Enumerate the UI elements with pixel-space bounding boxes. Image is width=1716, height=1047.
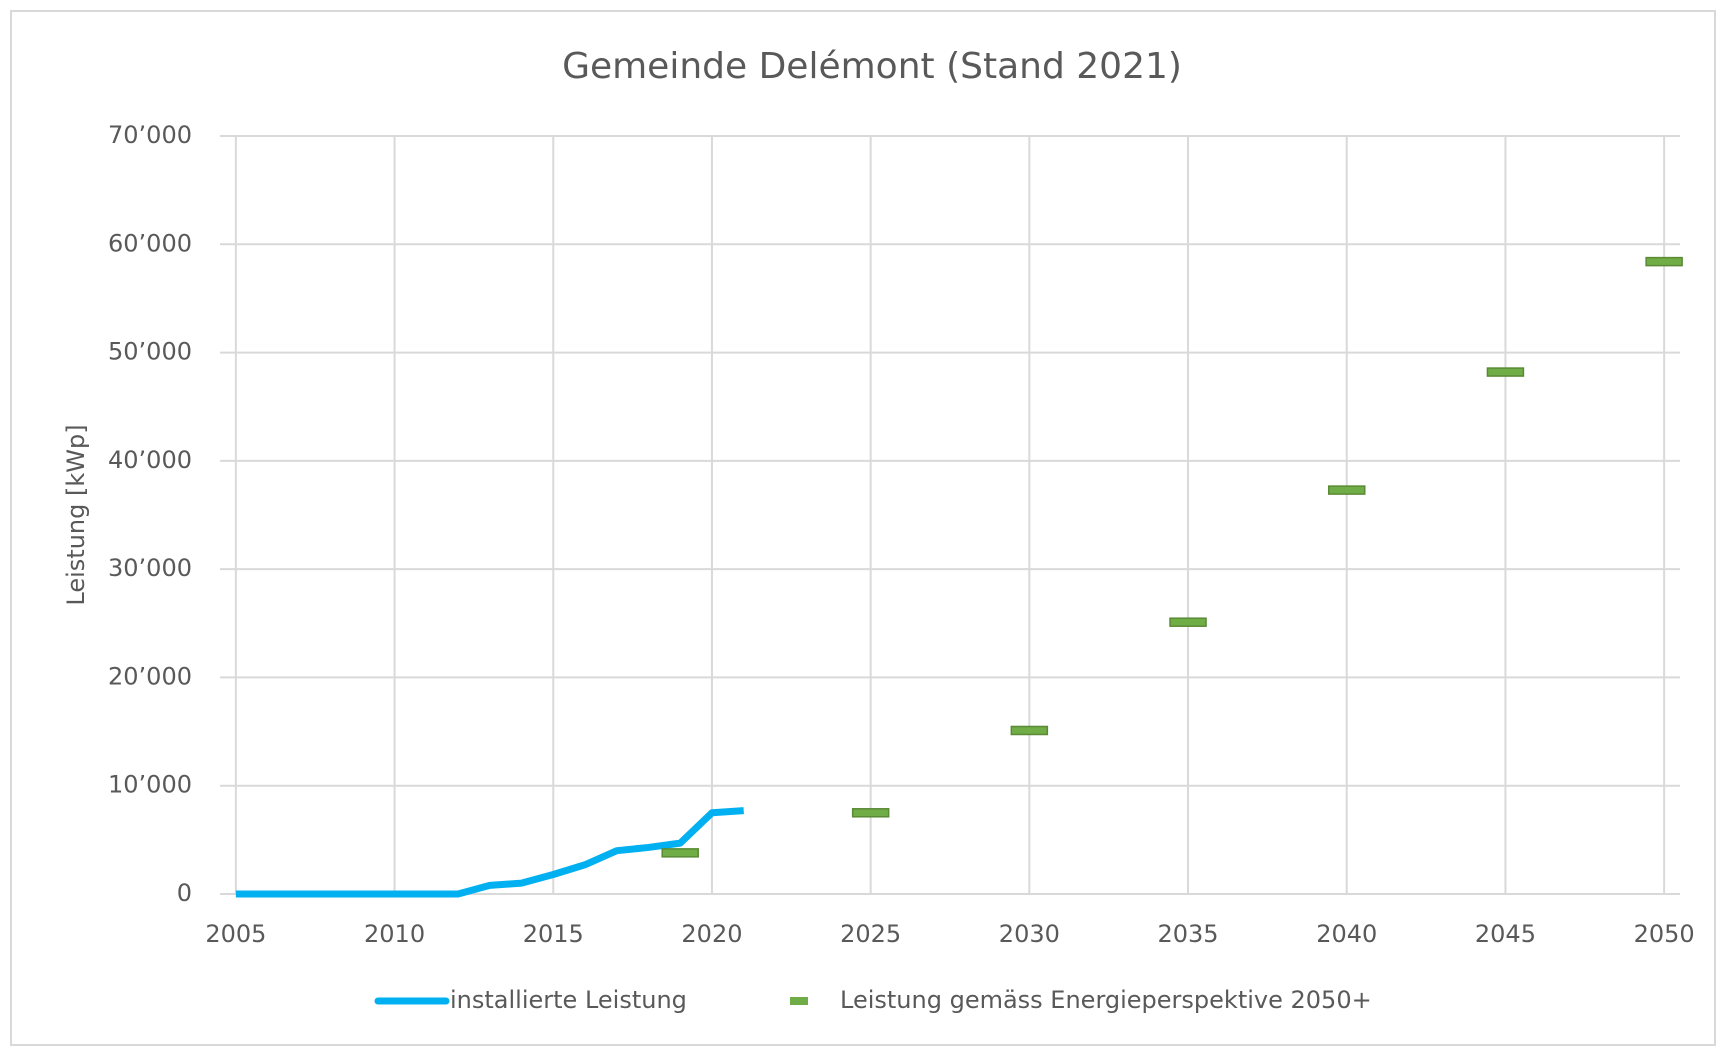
y-tick-label: 70’000 bbox=[108, 121, 192, 149]
x-tick-label: 2045 bbox=[1475, 920, 1536, 948]
x-tick-label: 2030 bbox=[999, 920, 1060, 948]
y-tick-label: 40’000 bbox=[108, 446, 192, 474]
x-tick-label: 2035 bbox=[1158, 920, 1219, 948]
chart-border bbox=[10, 10, 1716, 1046]
dash-marker bbox=[1486, 367, 1525, 377]
y-tick-label: 60’000 bbox=[108, 229, 192, 257]
y-tick-label: 30’000 bbox=[108, 554, 192, 582]
x-tick-label: 2040 bbox=[1316, 920, 1377, 948]
dash-marker bbox=[1010, 725, 1049, 736]
x-tick-label: 2020 bbox=[681, 920, 742, 948]
dash-marker bbox=[661, 848, 699, 858]
chart-title: Gemeinde Delémont (Stand 2021) bbox=[562, 46, 1182, 87]
y-tick-label: 0 bbox=[177, 879, 192, 907]
legend-swatch bbox=[790, 997, 808, 1005]
x-tick-label: 2015 bbox=[523, 920, 584, 948]
x-tick-label: 2050 bbox=[1634, 920, 1695, 948]
dash-marker bbox=[851, 808, 890, 818]
y-tick-label: 50’000 bbox=[108, 338, 192, 366]
data-line bbox=[235, 807, 744, 898]
x-tick-label: 2025 bbox=[840, 920, 901, 948]
dash-marker bbox=[1169, 617, 1207, 627]
legend-label: Leistung gemäss Energieperspektive 2050+ bbox=[840, 986, 1372, 1014]
dash-marker bbox=[1327, 485, 1366, 495]
x-tick-label: 2010 bbox=[364, 920, 425, 948]
legend-label: installierte Leistung bbox=[450, 986, 687, 1014]
y-axis-label: Leistung [kWp] bbox=[62, 424, 90, 605]
y-tick-label: 20’000 bbox=[108, 662, 192, 690]
dash-marker bbox=[1645, 256, 1683, 267]
x-tick-label: 2005 bbox=[205, 920, 266, 948]
y-tick-label: 10’000 bbox=[108, 771, 192, 799]
